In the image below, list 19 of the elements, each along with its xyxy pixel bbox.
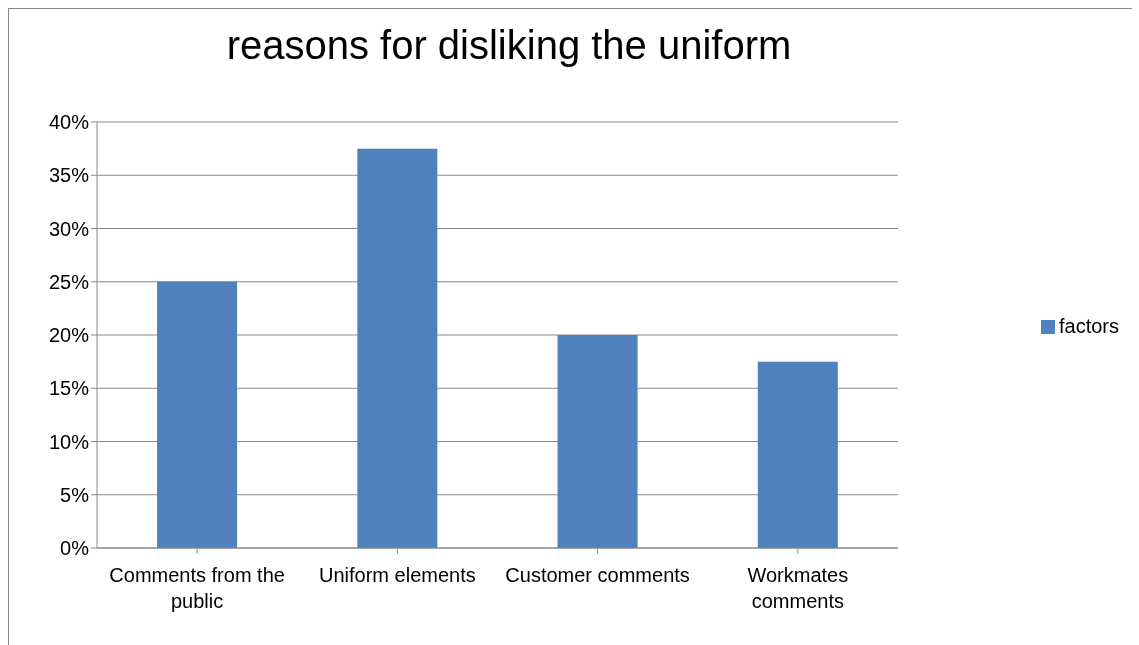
bar [757, 361, 838, 548]
y-tick-label: 25% [48, 270, 90, 293]
x-tick-label: Workmates comments [747, 564, 849, 612]
y-tick-label: 0% [60, 537, 90, 560]
x-tick-label: Customer comments [505, 564, 690, 586]
bar [157, 281, 238, 548]
y-tick-label: 5% [60, 483, 90, 506]
y-tick-label: 15% [48, 377, 90, 400]
x-tick-label: Uniform elements [319, 564, 476, 586]
chart-title: reasons for disliking the uniform [225, 23, 793, 68]
y-tick-label: 35% [48, 164, 90, 187]
y-tick-label: 10% [48, 430, 90, 453]
bar [557, 335, 638, 548]
legend-label: factors [1058, 314, 1119, 337]
y-tick-label: 40% [48, 111, 90, 134]
y-tick-label: 20% [48, 324, 90, 347]
x-tick-label: Comments from the public [109, 564, 285, 612]
bar [357, 148, 438, 548]
y-tick-label: 30% [48, 217, 90, 240]
